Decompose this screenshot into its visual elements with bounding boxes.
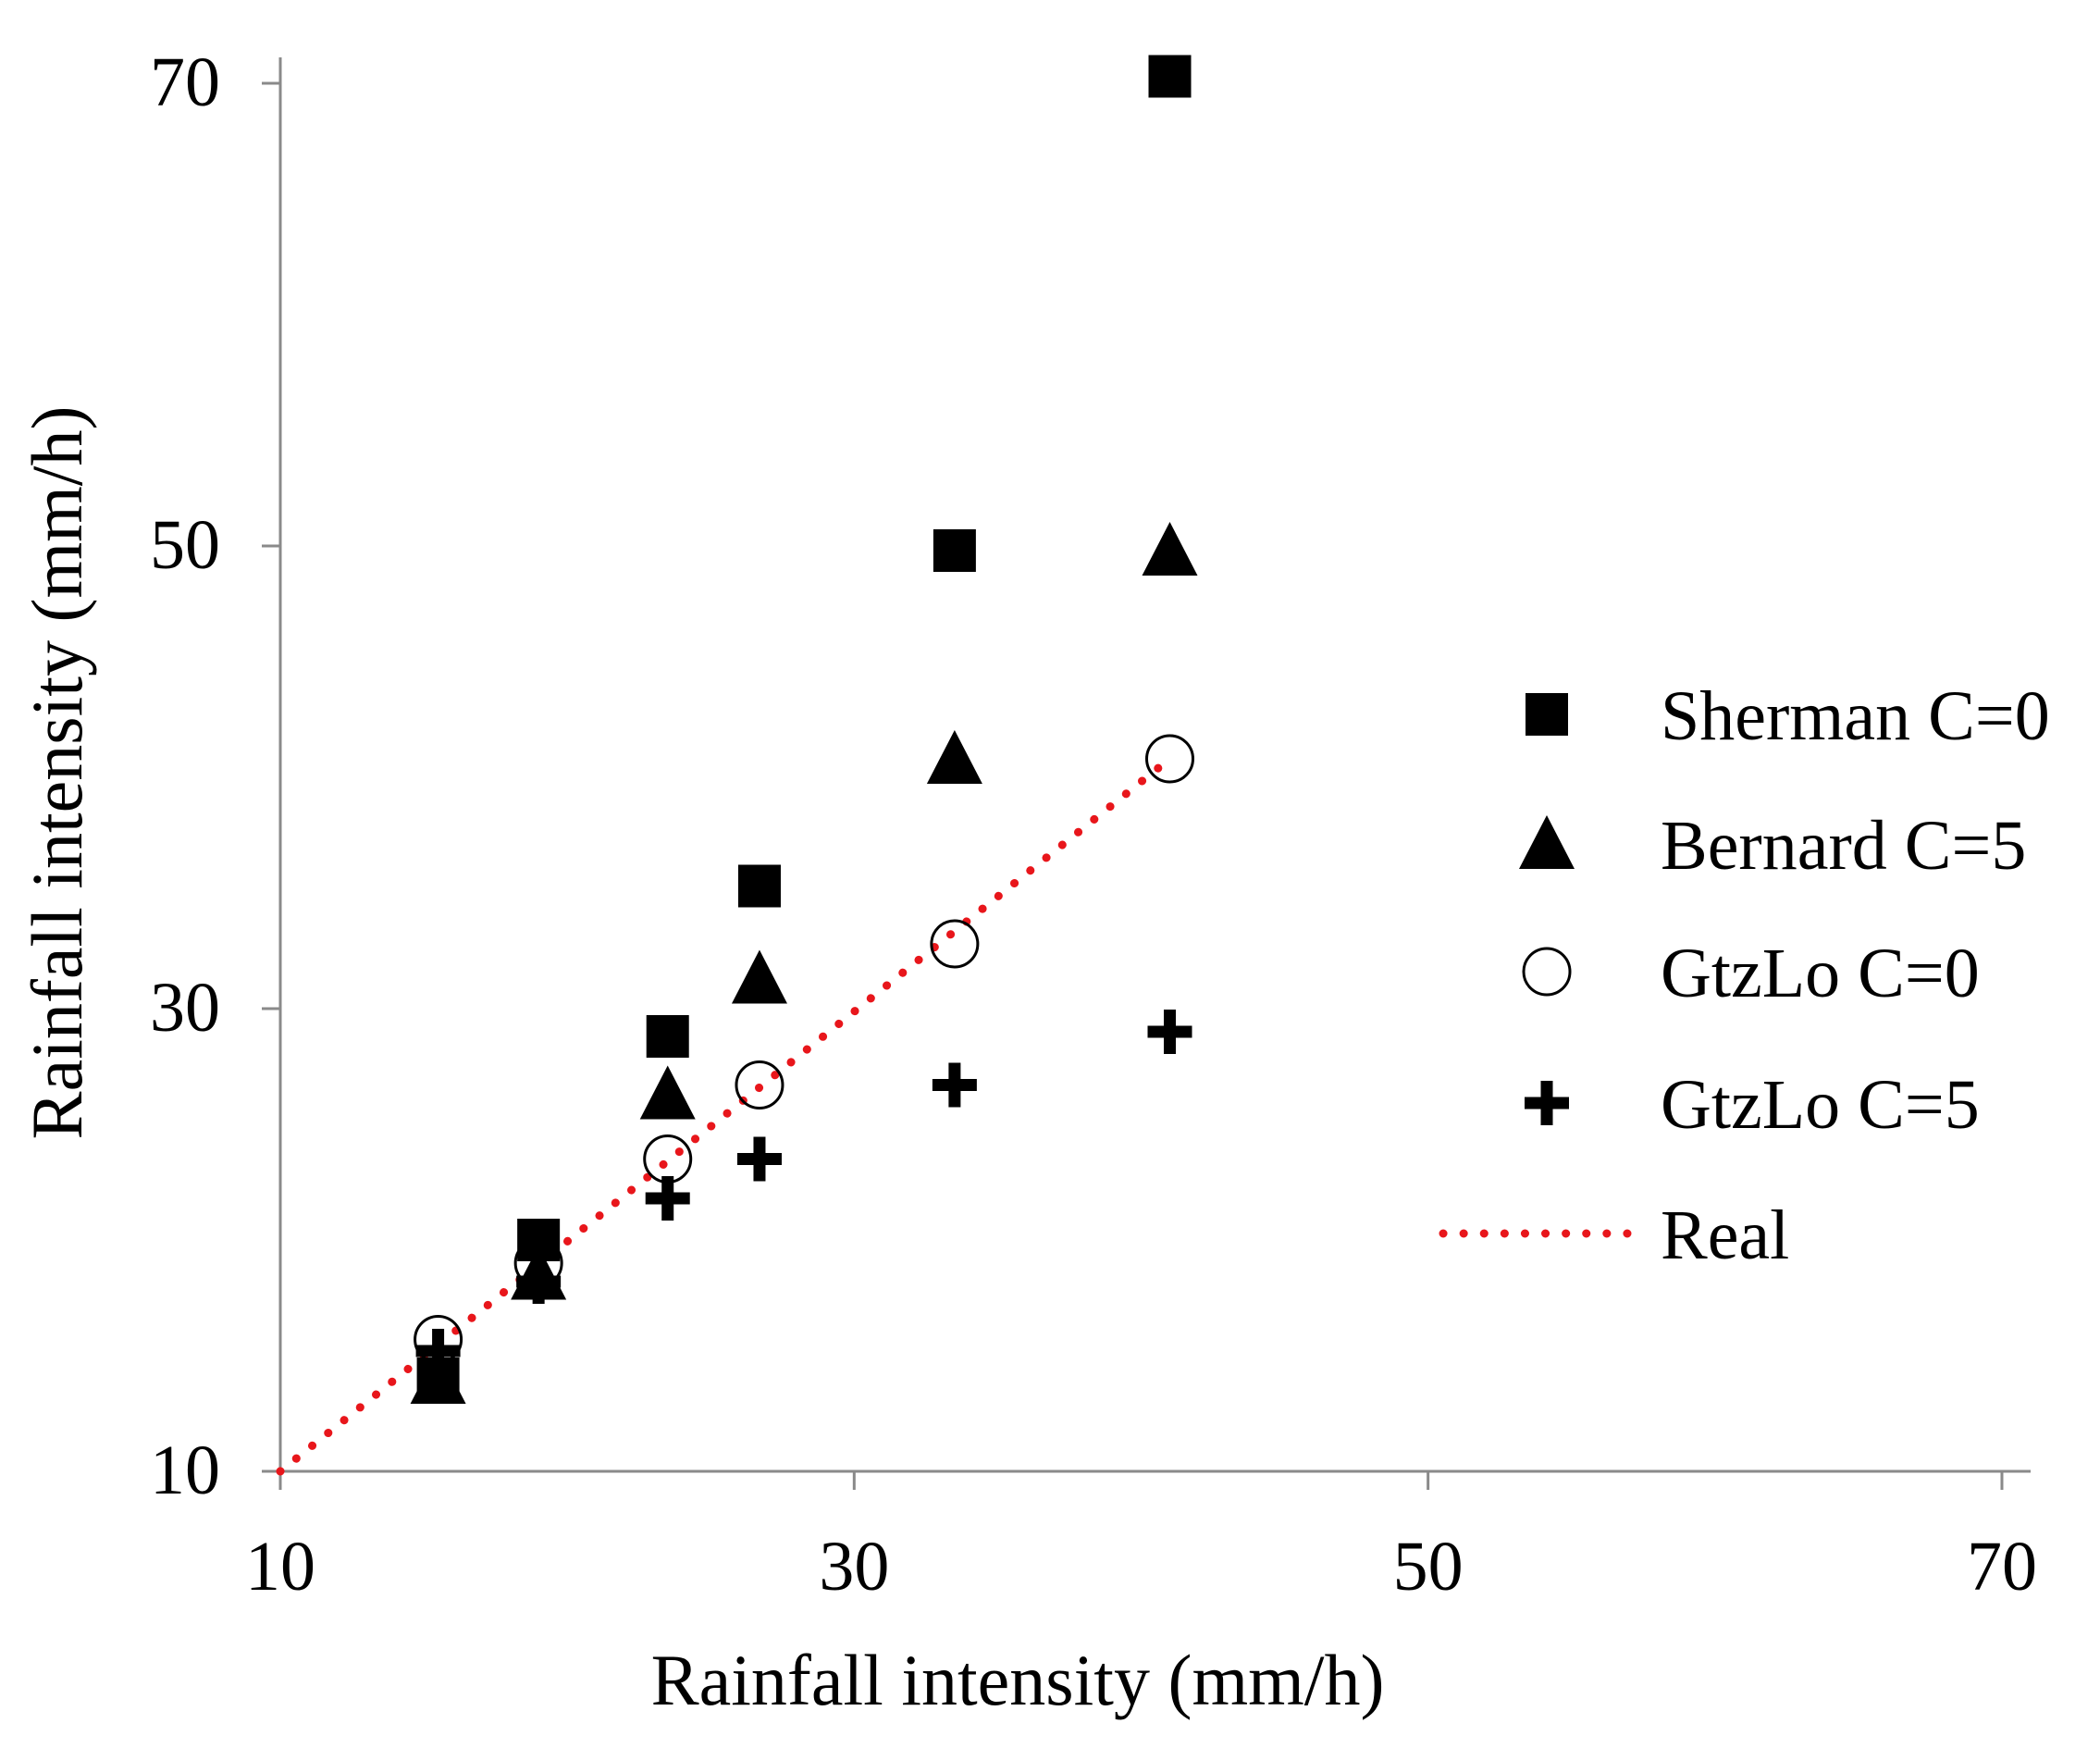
- y-axis-title: Rainfall intensity (mm/h): [17, 406, 97, 1140]
- point-sherman-c-0: [646, 1015, 689, 1058]
- point-sherman-c-0: [1148, 55, 1192, 98]
- legend-swatch-sherman-c-0: [1526, 693, 1568, 736]
- point-gtzlo-c-0: [930, 919, 980, 969]
- axes-layer: 10 30 50 70 10 30 50 70: [150, 43, 2037, 1605]
- point-gtzlo-c-5: [415, 1329, 461, 1373]
- y-tick-label: 30: [150, 969, 220, 1047]
- legend-label-gtzlo-c-5: GtzLo C=5: [1661, 1066, 1980, 1144]
- point-gtzlo-c-5: [736, 1136, 782, 1182]
- legend-swatch-bernard-c-5: [1519, 815, 1575, 869]
- y-tick-label: 70: [150, 43, 220, 121]
- point-sherman-c-0: [737, 864, 781, 908]
- point-bernard-c-5: [639, 1065, 696, 1120]
- legend-label-sherman-c-0: Sherman C=0: [1661, 677, 2050, 755]
- point-gtzlo-c-5: [932, 1062, 977, 1108]
- point-bernard-c-5: [731, 949, 787, 1004]
- legend-label-real: Real: [1661, 1196, 1789, 1274]
- point-gtzlo-c-0: [1145, 734, 1195, 784]
- legend-swatch-gtzlo-c-0: [1522, 947, 1572, 997]
- point-bernard-c-5: [410, 1350, 466, 1404]
- point-gtzlo-c-0: [643, 1134, 693, 1184]
- legend-label-bernard-c-5: Bernard C=5: [1661, 807, 2026, 885]
- y-tick-label: 10: [150, 1432, 220, 1509]
- x-axis-title: Rainfall intensity (mm/h): [651, 1640, 1385, 1720]
- point-bernard-c-5: [1142, 522, 1198, 576]
- point-sherman-c-0: [933, 529, 976, 572]
- point-gtzlo-c-0: [735, 1060, 784, 1110]
- y-tick-label: 50: [150, 506, 220, 584]
- legend: Sherman C=0 Bernard C=5 GtzLo C=0 GtzLo C=5…: [1439, 677, 2050, 1274]
- series-real-line: [276, 754, 1175, 1476]
- legend-label-gtzlo-c-0: GtzLo C=0: [1661, 935, 1980, 1012]
- x-tick-label: 30: [819, 1528, 889, 1605]
- x-tick-label: 50: [1393, 1528, 1464, 1605]
- point-gtzlo-c-5: [645, 1176, 690, 1221]
- point-gtzlo-c-5: [1147, 1010, 1192, 1054]
- data-layer: [276, 55, 1198, 1476]
- point-gtzlo-c-5: [516, 1259, 562, 1304]
- legend-swatch-gtzlo-c-5: [1525, 1081, 1569, 1125]
- x-tick-label: 10: [245, 1528, 315, 1605]
- x-tick-label: 70: [1967, 1528, 2037, 1605]
- point-bernard-c-5: [926, 730, 982, 784]
